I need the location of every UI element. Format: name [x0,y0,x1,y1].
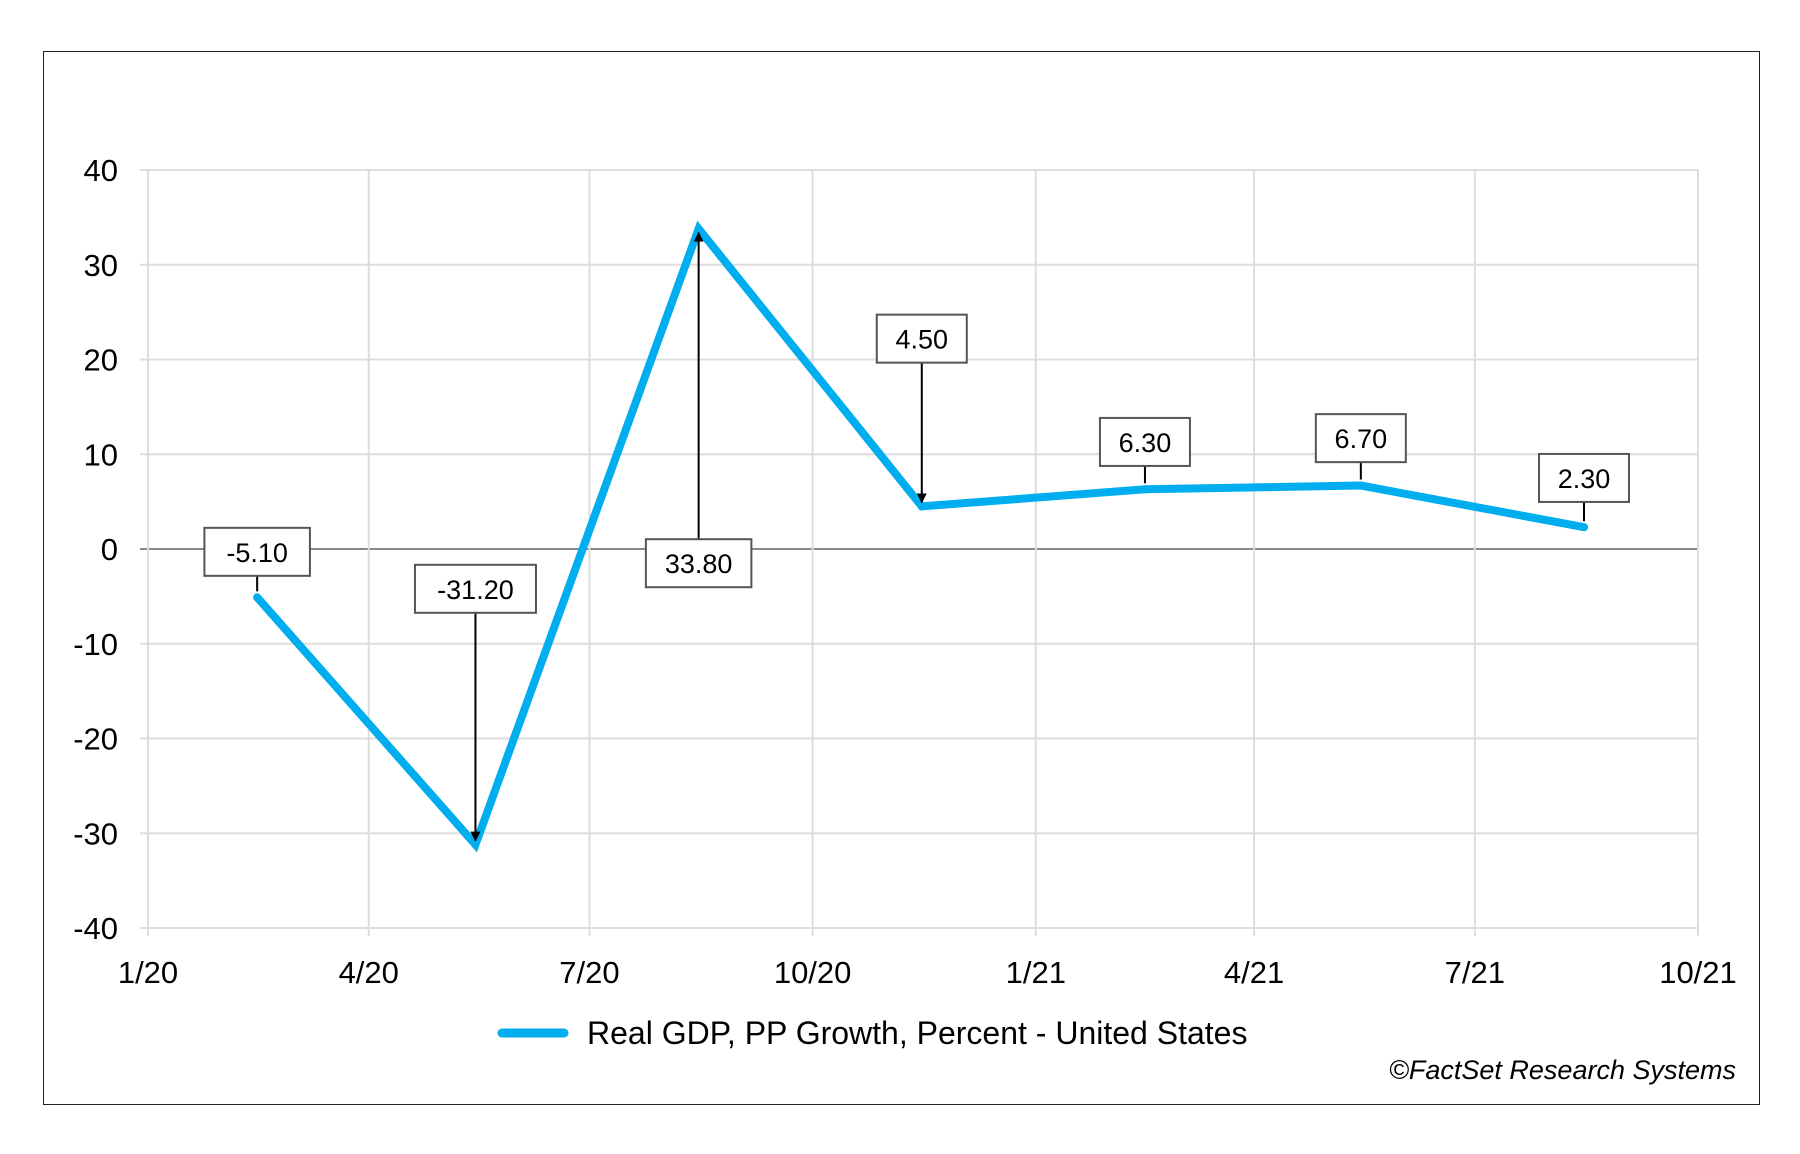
data-label: 4.50 [896,325,949,355]
data-point [253,593,262,602]
callout: 6.70 [1314,413,1407,480]
x-tick-label: 10/21 [1659,955,1737,990]
legend-label: Real GDP, PP Growth, Percent - United St… [587,1015,1247,1051]
callout-box [1537,452,1630,503]
source-credit: ©FactSet Research Systems [1389,1055,1736,1085]
data-point [471,840,480,849]
legend: Real GDP, PP Growth, Percent - United St… [497,1015,1247,1051]
y-tick-label: 0 [101,532,118,567]
callout: 2.30 [1537,452,1630,522]
callout: 33.80 [644,231,753,589]
data-label: 6.70 [1335,424,1388,454]
data-point [1356,481,1365,490]
data-label-callouts: -5.10 -31.20 33.80 4.50 6.30 6.70 2.30 [203,231,1630,842]
callout-box [875,313,968,364]
data-point [694,224,703,233]
data-point [917,502,926,511]
x-tick-label: 4/20 [339,955,399,990]
data-point [1140,485,1149,494]
data-label: -31.20 [437,575,514,605]
callout: 4.50 [875,313,968,504]
data-label: 33.80 [665,549,733,579]
axes: 40 30 20 10 0 -10 -20 -30 -401/20 4/20 7/20 10/20 1/… [73,153,1737,990]
callout: -31.20 [413,563,537,842]
y-tick-label: -40 [73,911,118,946]
callout: 6.30 [1098,416,1191,484]
data-label: 2.30 [1558,464,1611,494]
x-tick-label: 1/20 [118,955,178,990]
x-tick-label: 1/21 [1006,955,1066,990]
data-point [1579,523,1588,532]
x-tick-label: 7/21 [1445,955,1505,990]
callout-box [644,538,753,589]
callout-box [1098,416,1191,467]
x-tick-label: 7/20 [559,955,619,990]
callout-box [203,526,311,577]
gridlines [140,169,1699,936]
y-tick-label: 30 [84,248,118,283]
data-label: -5.10 [226,538,288,568]
data-label: 6.30 [1119,428,1172,458]
callout: -5.10 [203,526,311,592]
y-tick-label: -30 [73,816,118,851]
chart-frame [43,51,1760,1105]
callout-box [1314,413,1407,464]
y-tick-label: -10 [73,627,118,662]
callout-box [413,563,537,614]
y-tick-label: 10 [84,437,118,472]
series-layer [253,220,1588,853]
y-tick-label: -20 [73,722,118,757]
x-tick-label: 4/21 [1224,955,1284,990]
y-tick-label: 20 [84,343,118,378]
y-tick-label: 40 [84,153,118,188]
x-tick-label: 10/20 [774,955,852,990]
